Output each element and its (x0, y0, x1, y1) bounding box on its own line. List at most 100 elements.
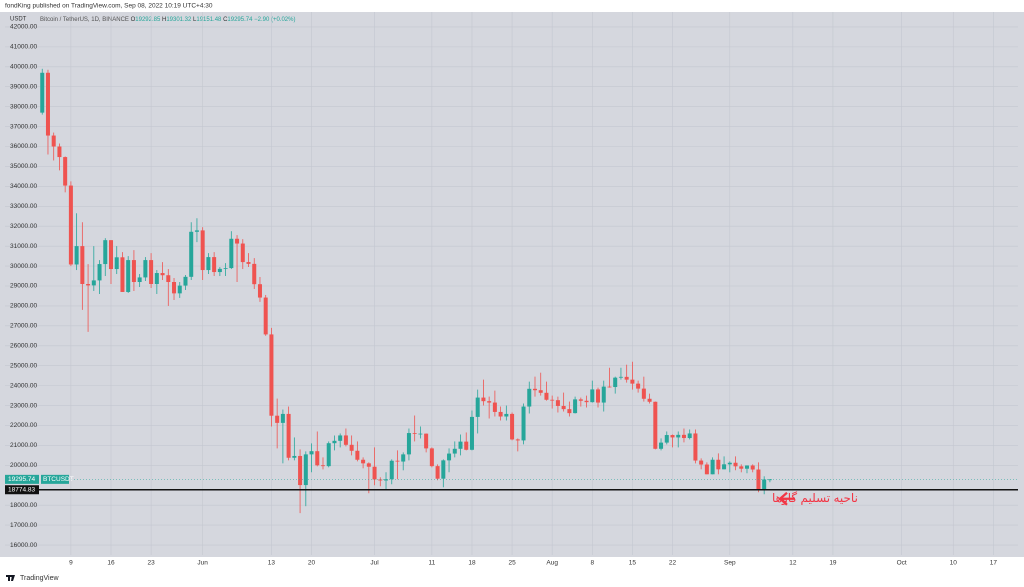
x-tick-label: 10 (950, 560, 958, 567)
candle-body (641, 388, 646, 399)
c-prefix: C (223, 17, 228, 23)
candle-body (710, 459, 715, 475)
candle-body (338, 435, 343, 441)
candle-body (120, 257, 125, 292)
annotation: ناحیه تسلیم گاوها (772, 491, 858, 506)
candle-body (223, 268, 228, 269)
candle-body (481, 397, 486, 402)
candle-body (63, 157, 68, 186)
candle-body (389, 460, 394, 480)
x-tick-label: 19 (829, 560, 837, 567)
y-tick-label: 42000.00 (10, 24, 37, 31)
candle-body (418, 433, 423, 435)
candle-body (286, 413, 291, 458)
y-tick-label: 21000.00 (10, 442, 37, 449)
candle-body (51, 135, 56, 147)
candle-body (762, 479, 767, 490)
x-tick-label: 18 (468, 560, 476, 567)
candle-body (590, 389, 595, 403)
publisher: fondKing published on TradingView.com, S… (5, 3, 213, 10)
candle-body (676, 434, 681, 438)
candle-body (504, 413, 509, 417)
y-tick-label: 24000.00 (10, 382, 37, 389)
candle-body (154, 273, 159, 284)
candle-body (315, 451, 320, 466)
x-tick-label: 15 (629, 560, 637, 567)
candle-body (733, 462, 738, 467)
candle-body (137, 277, 142, 283)
y-tick-label: 22000.00 (10, 422, 37, 429)
candle-body (309, 451, 314, 455)
level-tag (5, 485, 39, 495)
x-tick-label: Oct (897, 560, 907, 567)
candle-body (332, 440, 337, 444)
y-tick-label: 39000.00 (10, 83, 37, 90)
candle-body (538, 390, 543, 393)
currency: USDT (10, 17, 27, 23)
candle-body (739, 466, 744, 469)
y-tick-label: 18000.00 (10, 502, 37, 509)
h-value: 19301.32 (166, 17, 192, 23)
candle-body (349, 444, 354, 451)
candle-body (401, 454, 406, 462)
x-tick-label: 22 (669, 560, 677, 567)
candle-body (252, 263, 257, 285)
candle-body (412, 433, 417, 434)
candle-body (510, 413, 515, 440)
y-tick-label: 36000.00 (10, 143, 37, 150)
x-tick-label: 9 (69, 560, 73, 567)
x-tick-label: Jun (197, 560, 208, 567)
l-value: 19151.48 (196, 17, 222, 23)
candle-body (636, 383, 641, 389)
candle-body (240, 243, 245, 263)
candle-body (527, 388, 532, 407)
y-tick-label: 20000.00 (10, 462, 37, 469)
candle-body (693, 433, 698, 461)
x-tick-label: 11 (428, 560, 435, 567)
y-tick-label: 16000.00 (10, 542, 37, 549)
candle-body (275, 415, 280, 423)
candle-body (212, 257, 217, 273)
candle-body (91, 280, 96, 286)
candle-body (429, 448, 434, 467)
change: −2.90 (+0.02%) (254, 17, 295, 23)
y-tick-label: 32000.00 (10, 223, 37, 230)
candle-body (183, 276, 188, 286)
candle-body (515, 439, 520, 441)
candle-body (200, 230, 205, 271)
candle-body (664, 435, 669, 443)
y-tick-label: 26000.00 (10, 342, 37, 349)
candle-body (567, 409, 572, 414)
candle-body (767, 479, 772, 481)
symbol-tag-label: BTCUSDT (43, 476, 74, 483)
candle-body (687, 433, 692, 439)
candle-body (561, 405, 566, 410)
candle-body (498, 411, 503, 417)
y-tick-label: 31000.00 (10, 243, 37, 250)
candle-body (744, 465, 749, 469)
candle-body (584, 400, 589, 403)
y-tick-label: 41000.00 (10, 44, 37, 51)
candle-body (343, 435, 348, 445)
y-tick-label: 33000.00 (10, 203, 37, 210)
candle-body (235, 238, 240, 244)
x-tick-label: 20 (308, 560, 316, 567)
x-tick-label: 12 (789, 560, 797, 567)
candle-body (630, 379, 635, 384)
candle-body (206, 257, 211, 271)
candle-body (269, 334, 274, 416)
candle-body (384, 479, 389, 481)
candle-body (424, 433, 429, 449)
candle-body (108, 240, 114, 270)
candle-body (172, 282, 177, 294)
candle-body (280, 413, 285, 423)
candle-body (57, 146, 62, 158)
x-tick-label: Jul (370, 560, 379, 567)
y-tick-label: 40000.00 (10, 64, 37, 71)
candle-body (555, 400, 560, 406)
candle-body (257, 284, 262, 298)
candle-body (659, 442, 664, 449)
arrow (778, 491, 795, 506)
candle-body (716, 459, 721, 470)
candle-body (601, 386, 606, 403)
